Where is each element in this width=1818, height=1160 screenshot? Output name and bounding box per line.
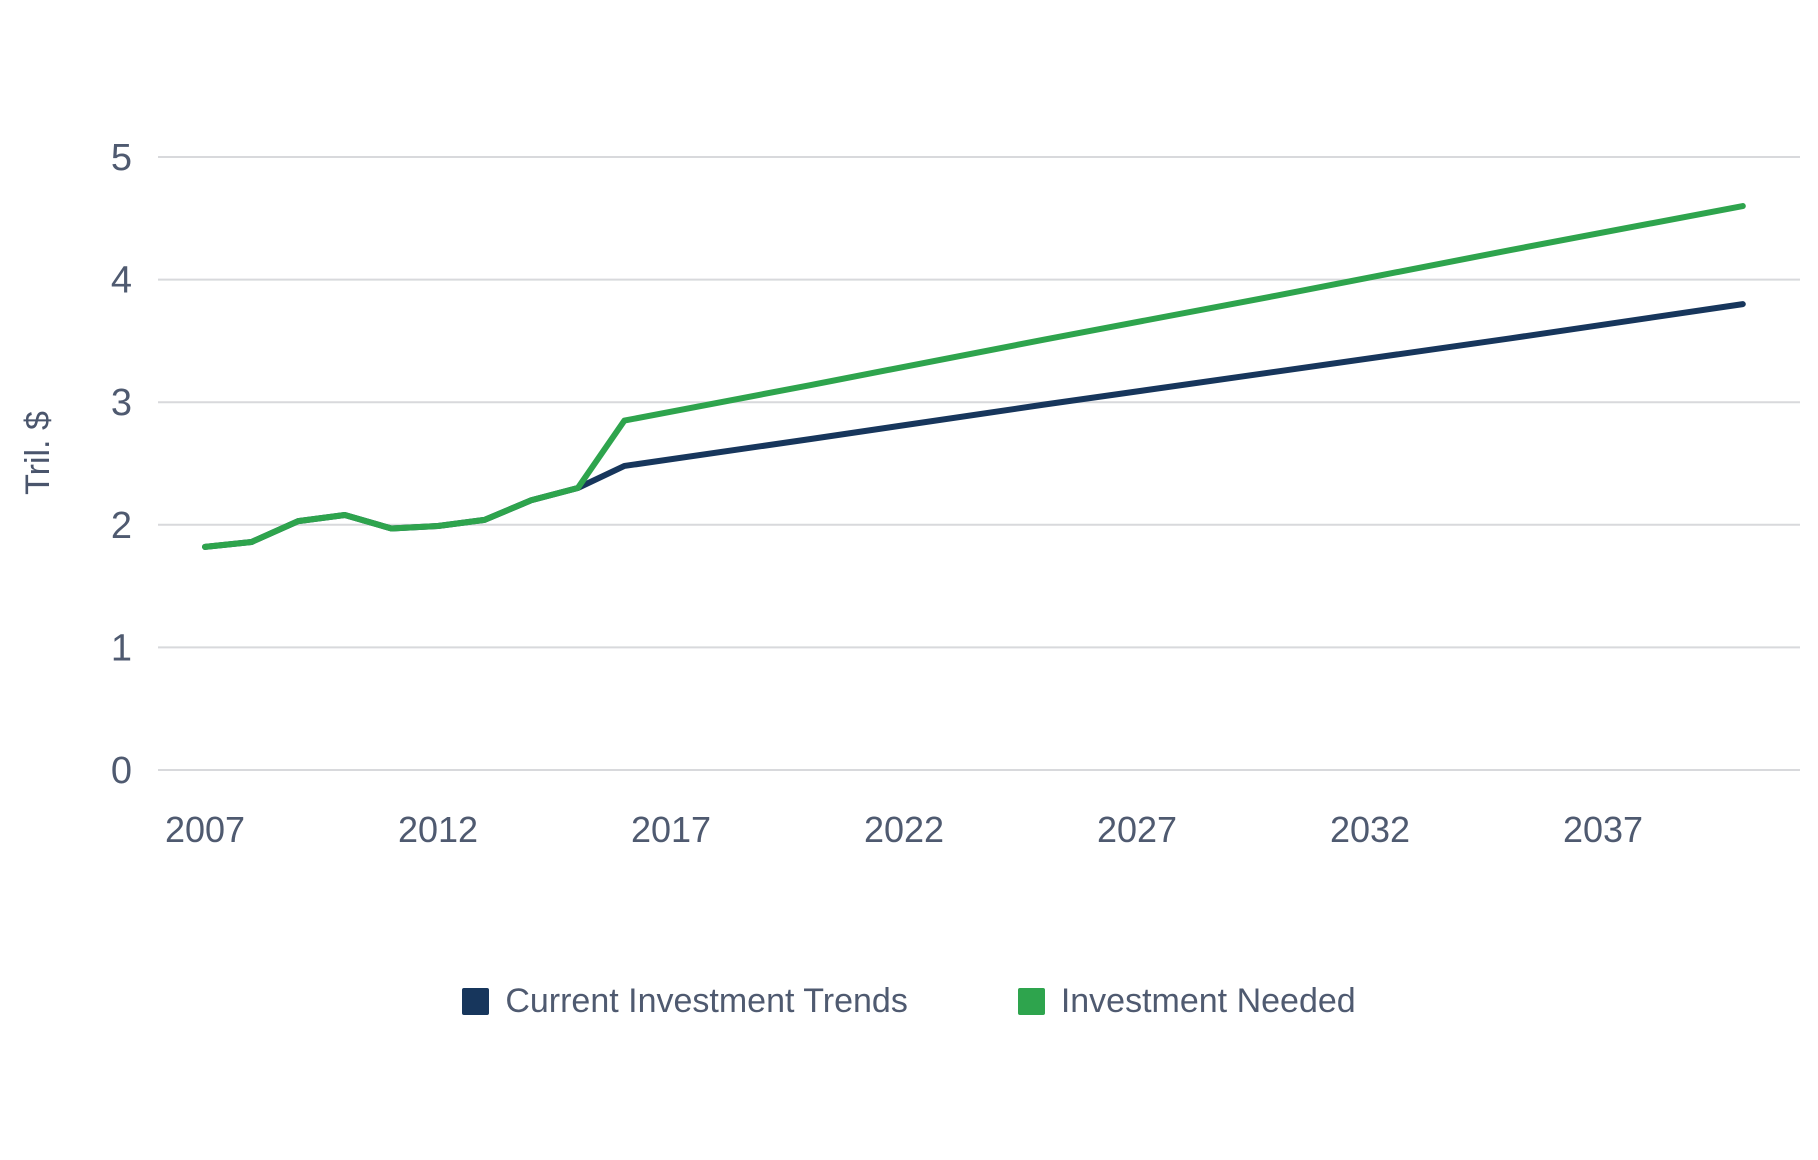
x-tick-label-2032: 2032 [1330,809,1410,850]
line-chart: 0 1 2 3 4 5 2007 2012 2017 2022 2027 2032 2037 [111,137,1800,850]
legend-item-investment-needed[interactable]: Investment Needed [1017,982,1356,1021]
series-line-investment-needed [202,203,1746,550]
legend-swatch-current-investment-trends [462,988,490,1015]
legend-label-current-investment-trends: Current Investment Trends [505,982,908,1020]
y-tick-label-3: 3 [111,382,132,424]
x-tick-label-2037: 2037 [1563,809,1643,850]
y-tick-label-4: 4 [111,260,132,302]
legend-swatch-investment-needed [1017,988,1045,1015]
y-axis-tick-labels: 0 1 2 3 4 5 [111,137,132,792]
y-tick-label-5: 5 [111,137,132,179]
series-line-current-investment-trends [202,301,1746,550]
y-tick-label-2: 2 [111,505,132,547]
y-tick-label-0: 0 [111,750,132,792]
data-series-lines [202,203,1746,550]
legend: Current Investment Trends Investment Nee… [0,982,1818,1021]
y-tick-label-1: 1 [111,627,132,669]
gridlines [158,156,1800,771]
x-tick-label-2017: 2017 [631,809,711,850]
x-axis-tick-labels: 2007 2012 2017 2022 2027 2032 2037 [165,809,1643,850]
x-tick-label-2022: 2022 [864,809,944,850]
x-tick-label-2007: 2007 [165,809,245,850]
legend-label-investment-needed: Investment Needed [1060,982,1356,1020]
x-tick-label-2027: 2027 [1097,809,1177,850]
y-axis-title: Tril. $ [19,411,57,495]
legend-item-current-investment-trends[interactable]: Current Investment Trends [462,982,908,1021]
x-tick-label-2012: 2012 [398,809,478,850]
